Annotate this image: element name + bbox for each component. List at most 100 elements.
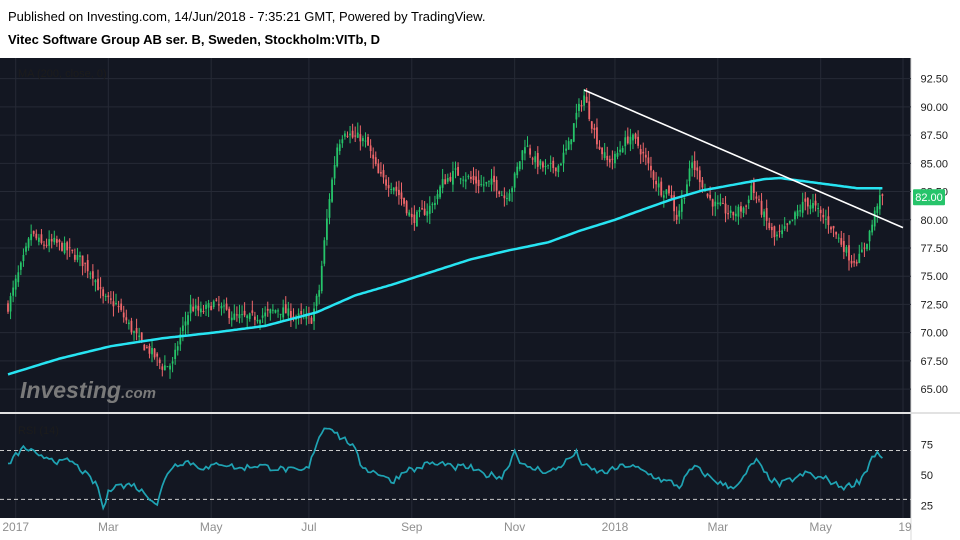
candle-body: [55, 239, 58, 243]
candle-body: [655, 180, 658, 185]
candle: [344, 130, 346, 140]
candle: [644, 147, 647, 166]
candle: [207, 299, 210, 318]
price-tick-label: 80.00: [920, 215, 948, 227]
candle: [73, 248, 76, 263]
candle: [71, 249, 74, 254]
candle-body: [428, 205, 431, 214]
candle-body: [35, 233, 38, 239]
candle: [580, 100, 583, 112]
candle-body: [89, 273, 92, 275]
candle-body: [199, 308, 202, 313]
candle: [130, 317, 133, 335]
candle: [434, 195, 436, 210]
candle-body: [729, 210, 732, 213]
candle: [398, 180, 400, 205]
candle-body: [138, 335, 141, 338]
candle-body: [253, 316, 256, 320]
candle: [35, 229, 38, 241]
candle: [418, 206, 421, 218]
candle: [246, 314, 249, 328]
candle-body: [251, 310, 254, 313]
candle-body: [711, 199, 714, 207]
candle: [660, 177, 663, 198]
candle-body: [53, 237, 56, 243]
candle-body: [878, 195, 881, 210]
candle-body: [454, 168, 457, 170]
candle-body: [367, 137, 369, 146]
candle-body: [549, 162, 552, 164]
candle: [454, 161, 457, 179]
candle-body: [459, 178, 462, 180]
candle-body: [238, 314, 241, 319]
candle: [377, 159, 380, 174]
candle-body: [362, 138, 364, 142]
candle: [107, 291, 110, 304]
candle-body: [14, 278, 17, 290]
candle: [588, 91, 591, 122]
watermark-logo: Investing.com: [20, 377, 156, 403]
chart-area[interactable]: Investing.com MA (200, close, 0) RSI (14…: [0, 58, 960, 540]
candle-body: [650, 165, 652, 171]
candle-body: [781, 230, 784, 235]
candle: [351, 123, 354, 139]
candle: [552, 157, 555, 174]
candle: [837, 233, 840, 243]
candle-body: [830, 227, 832, 230]
candle-body: [794, 212, 796, 220]
candle: [686, 179, 688, 197]
candle: [876, 203, 879, 223]
candle: [482, 176, 485, 193]
candle: [19, 261, 22, 276]
candle: [729, 205, 732, 219]
candle: [84, 262, 87, 273]
candle: [50, 233, 53, 249]
candle-body: [513, 173, 516, 188]
trend-line[interactable]: [583, 89, 904, 229]
candle: [508, 189, 511, 202]
candle: [205, 301, 207, 316]
candle: [799, 204, 802, 217]
candle-body: [632, 134, 634, 141]
candle-body: [282, 307, 285, 318]
price-axis-ticks: 92.5090.0087.5085.0082.5080.0077.5075.00…: [920, 74, 948, 396]
candle: [349, 125, 351, 144]
candle: [488, 180, 490, 188]
candle: [233, 304, 236, 321]
candle-body: [184, 321, 187, 326]
candle: [346, 131, 349, 138]
candle-body: [410, 213, 413, 218]
candle-body: [773, 226, 776, 238]
candle-body: [480, 184, 483, 186]
price-tick-label: 77.50: [920, 243, 948, 255]
candle: [583, 88, 585, 111]
candle: [470, 170, 472, 184]
candle-body: [680, 199, 683, 212]
candle-body: [498, 191, 501, 195]
candle-body: [583, 95, 585, 106]
candle-body: [143, 344, 146, 351]
candle-body: [747, 199, 750, 204]
candle-body: [19, 262, 22, 270]
candle-body: [380, 172, 382, 174]
candle: [845, 245, 848, 257]
candle: [199, 301, 202, 317]
candle: [171, 356, 174, 373]
candle-body: [629, 136, 632, 145]
price-chart[interactable]: Investing.com MA (200, close, 0) RSI (14…: [0, 58, 960, 540]
candle-body: [326, 218, 328, 240]
candle-body: [567, 141, 570, 150]
candle: [554, 167, 557, 177]
candle: [567, 137, 570, 150]
candle-body: [310, 317, 313, 324]
candle-body: [171, 361, 174, 364]
candle: [763, 208, 766, 227]
candle: [367, 133, 369, 146]
candle-body: [575, 112, 578, 120]
candle-body: [377, 163, 380, 174]
candle: [27, 236, 30, 251]
candle: [356, 122, 359, 139]
candle: [153, 347, 156, 360]
candle: [405, 199, 408, 216]
candle: [796, 204, 799, 219]
